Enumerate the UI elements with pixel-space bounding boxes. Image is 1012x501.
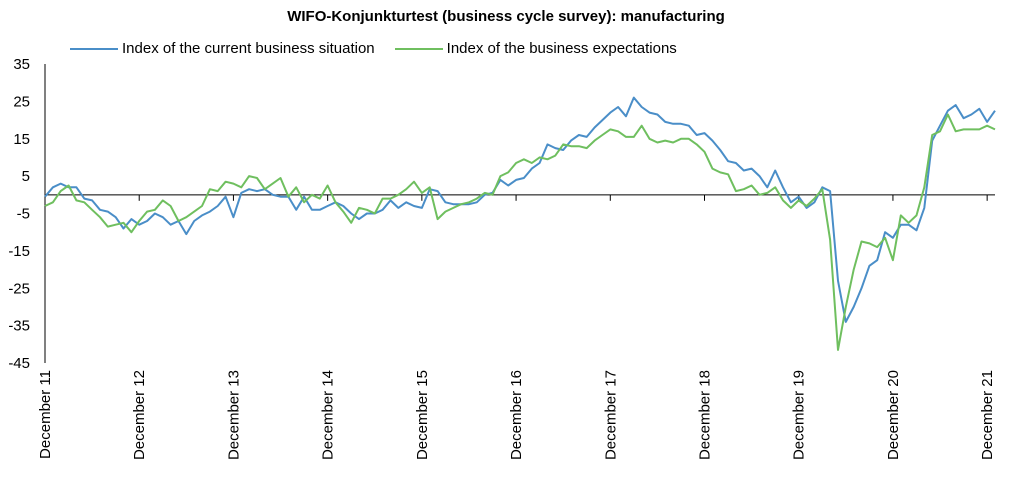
x-tick-label: December 17 xyxy=(602,370,619,460)
y-tick-label: -15 xyxy=(8,243,30,260)
legend: Index of the current business situation … xyxy=(70,40,677,57)
x-tick-label: December 19 xyxy=(791,370,808,460)
y-tick-label: 25 xyxy=(13,93,30,110)
x-tick-label: December 20 xyxy=(885,370,902,460)
legend-item-current: Index of the current business situation xyxy=(70,40,375,57)
legend-swatch-expectations xyxy=(394,47,443,50)
legend-label-expectations: Index of the business expectations xyxy=(446,40,677,57)
x-tick-label: December 16 xyxy=(508,370,525,460)
legend-swatch-current xyxy=(70,47,118,50)
y-tick-label: -35 xyxy=(8,318,30,335)
x-tick-label: December 18 xyxy=(697,370,714,460)
y-tick-label: 15 xyxy=(13,131,30,148)
x-tick-label: December 13 xyxy=(225,370,242,460)
chart-title: WIFO-Konjunkturtest (business cycle surv… xyxy=(287,8,725,25)
legend-item-expectations: Index of the business expectations xyxy=(394,40,677,57)
x-tick-label: December 11 xyxy=(37,370,54,459)
legend-label-current: Index of the current business situation xyxy=(122,40,375,57)
x-tick-label: December 14 xyxy=(320,370,337,460)
series-line-current-situation xyxy=(44,96,996,323)
y-tick-label: 5 xyxy=(22,168,30,185)
y-tick-label: 35 xyxy=(13,56,30,73)
series-line-expectations xyxy=(44,113,996,351)
y-tick-label: -25 xyxy=(8,280,30,297)
x-tick-label: December 21 xyxy=(979,370,996,460)
x-tick-label: December 15 xyxy=(414,370,431,460)
y-tick-label: -45 xyxy=(8,355,30,372)
x-tick-label: December 12 xyxy=(131,370,148,460)
y-tick-label: -5 xyxy=(17,206,30,223)
